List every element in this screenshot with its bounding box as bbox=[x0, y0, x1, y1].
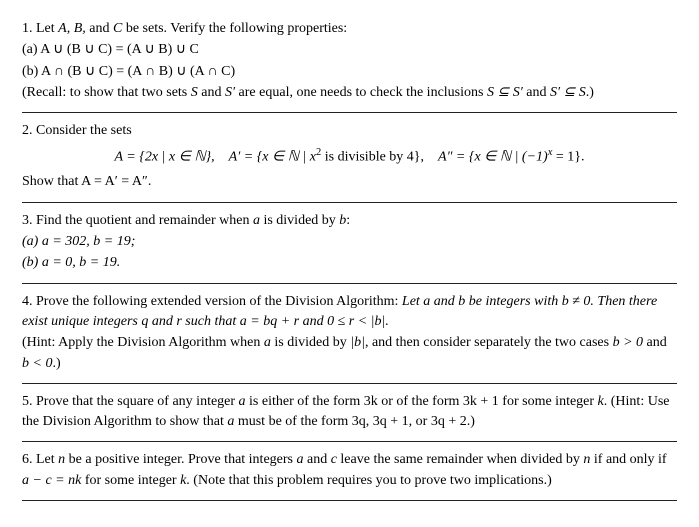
inc2: S′ ⊆ S bbox=[550, 85, 586, 100]
case2: b < 0 bbox=[22, 356, 52, 371]
eq: a − c = nk bbox=[22, 473, 81, 488]
text: .) bbox=[467, 414, 475, 429]
text: are equal, one needs to check the inclus… bbox=[235, 85, 487, 100]
text: be a positive integer. Prove that intege… bbox=[65, 452, 296, 467]
text: must be of the form bbox=[234, 414, 351, 429]
p3a-text: (a) a = 302, b = 19; bbox=[22, 234, 135, 249]
text: .) bbox=[586, 85, 594, 100]
text: be sets. Verify the following properties… bbox=[122, 21, 347, 36]
text: 5. Prove that the square of any integer bbox=[22, 394, 239, 409]
text: or of the form bbox=[378, 394, 463, 409]
p4-statement: 4. Prove the following extended version … bbox=[22, 292, 677, 333]
p1-intro: 1. Let A, B, and C be sets. Verify the f… bbox=[22, 19, 677, 39]
def-app-pre: A″ = {x ∈ ℕ | (−1) bbox=[438, 150, 548, 165]
g3: 3q + 2 bbox=[431, 414, 467, 429]
abs-b: |b| bbox=[350, 335, 365, 350]
text: 4. Prove the following extended version … bbox=[22, 294, 402, 309]
text: : bbox=[346, 213, 350, 228]
p1-recall: (Recall: to show that two sets S and S′ … bbox=[22, 83, 677, 103]
p4-hint: (Hint: Apply the Division Algorithm when… bbox=[22, 333, 677, 374]
problem-6: 6. Let n be a positive integer. Prove th… bbox=[22, 450, 677, 501]
problem-4: 4. Prove the following extended version … bbox=[22, 292, 677, 384]
def-a: A = {2x | x ∈ ℕ}, bbox=[115, 150, 229, 165]
p3-part-b: (b) a = 0, b = 19. bbox=[22, 253, 677, 273]
form1: 3k bbox=[364, 394, 378, 409]
problem-2: 2. Consider the sets A = {2x | x ∈ ℕ}, A… bbox=[22, 121, 677, 203]
p3b-text: (b) a = 0, b = 19. bbox=[22, 255, 120, 270]
text: 1. Let bbox=[22, 21, 58, 36]
text: is divided by bbox=[260, 213, 339, 228]
def-app-post: = 1}. bbox=[552, 150, 584, 165]
problem-3: 3. Find the quotient and remainder when … bbox=[22, 211, 677, 284]
p1-part-a: (a) A ∪ (B ∪ C) = (A ∪ B) ∪ C bbox=[22, 40, 677, 60]
form2: 3k + 1 bbox=[463, 394, 499, 409]
p2-definitions: A = {2x | x ∈ ℕ}, A′ = {x ∈ ℕ | x2 is di… bbox=[22, 145, 677, 168]
set-s: S bbox=[191, 85, 198, 100]
text: if and only if bbox=[590, 452, 666, 467]
p2-intro: 2. Consider the sets bbox=[22, 121, 677, 141]
text: 3. Find the quotient and remainder when bbox=[22, 213, 253, 228]
def-ap-post: is divisible by 4}, bbox=[321, 150, 438, 165]
p3-intro: 3. Find the quotient and remainder when … bbox=[22, 211, 677, 231]
text: , bbox=[366, 414, 373, 429]
text: and bbox=[643, 335, 667, 350]
set-sp: S′ bbox=[225, 85, 235, 100]
text: (Hint: Apply the Division Algorithm when bbox=[22, 335, 264, 350]
text: and bbox=[198, 85, 225, 100]
text: and bbox=[303, 452, 330, 467]
var-c: C bbox=[113, 21, 122, 36]
inc1: S ⊆ S′ bbox=[487, 85, 523, 100]
p5-text: 5. Prove that the square of any integer … bbox=[22, 392, 677, 433]
p2-show: Show that A = A′ = A″. bbox=[22, 172, 677, 192]
text: .) bbox=[52, 356, 60, 371]
p3-part-a: (a) a = 302, b = 19; bbox=[22, 232, 677, 252]
text: . (Note that this problem requires you t… bbox=[186, 473, 551, 488]
p1-part-b: (b) A ∩ (B ∪ C) = (A ∩ B) ∪ (A ∩ C) bbox=[22, 62, 677, 82]
text: leave the same remainder when divided by bbox=[337, 452, 583, 467]
text: and bbox=[89, 21, 113, 36]
case1: b > 0 bbox=[613, 335, 643, 350]
p6-text: 6. Let n be a positive integer. Prove th… bbox=[22, 450, 677, 491]
text: is either of the form bbox=[246, 394, 364, 409]
problem-5: 5. Prove that the square of any integer … bbox=[22, 392, 677, 443]
var-a: a bbox=[239, 394, 246, 409]
var-a: a bbox=[264, 335, 271, 350]
text: is divided by bbox=[271, 335, 350, 350]
text: 6. Let bbox=[22, 452, 58, 467]
text: , or bbox=[409, 414, 431, 429]
text: , and then consider separately the two c… bbox=[365, 335, 613, 350]
problem-1: 1. Let A, B, and C be sets. Verify the f… bbox=[22, 19, 677, 113]
def-ap-pre: A′ = {x ∈ ℕ | x bbox=[229, 150, 316, 165]
vars: A, B, bbox=[58, 21, 89, 36]
var-a: a bbox=[253, 213, 260, 228]
g2: 3q + 1 bbox=[373, 414, 409, 429]
g1: 3q bbox=[352, 414, 366, 429]
text: for some integer bbox=[499, 394, 598, 409]
text: and bbox=[523, 85, 550, 100]
text: (Recall: to show that two sets bbox=[22, 85, 191, 100]
text: for some integer bbox=[81, 473, 180, 488]
